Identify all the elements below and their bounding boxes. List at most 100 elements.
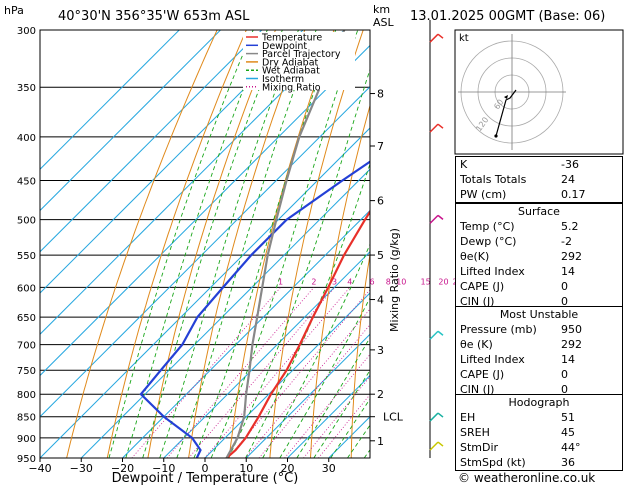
height-axis: 8 7 6 5 4 3 2 1 LCL xyxy=(370,88,404,448)
index-row-tt: Totals Totals 24 xyxy=(460,173,575,186)
isotherm-line xyxy=(40,30,221,212)
temperature-tick-label: 10 xyxy=(239,462,253,475)
wet-adiabat-line xyxy=(142,30,283,458)
wind-barb-flag xyxy=(437,412,444,418)
temperature-profile xyxy=(225,209,370,458)
height-tick-label: 8 xyxy=(377,88,384,101)
pressure-tick-label: 900 xyxy=(17,434,36,445)
dry-adiabat-line xyxy=(188,30,306,458)
wet-adiabat-line xyxy=(296,336,370,458)
storm-motion-marker xyxy=(504,95,508,99)
mixing-ratio-line xyxy=(244,308,370,458)
legend-label: Wet Adiabat xyxy=(262,66,320,77)
most-unstable-title: Most Unstable xyxy=(499,308,579,321)
wet-adiabat-line xyxy=(176,30,317,458)
index-row-k: K -36 xyxy=(460,158,579,171)
mixing-ratio-label: 2 xyxy=(311,277,316,286)
isotherm-line xyxy=(122,209,370,458)
mixing-ratio-label: 8 xyxy=(386,277,391,286)
mixing-ratio-label: 3 xyxy=(332,277,337,286)
dewpoint-profile xyxy=(139,160,370,458)
pressure-tick-label: 700 xyxy=(17,341,36,352)
temperature-tick-label: 20 xyxy=(281,462,295,475)
legend-background xyxy=(243,32,355,90)
hodo-row: EH 51 xyxy=(460,411,575,424)
lcl-label: LCL xyxy=(383,411,404,424)
mixing-ratio-labels: 12346810152025 xyxy=(278,277,463,286)
isotherm-line xyxy=(40,127,370,458)
wet-adiabat-line xyxy=(227,67,370,458)
pressure-tick-label: 650 xyxy=(17,313,36,324)
wind-barb-flag xyxy=(437,214,444,220)
pressure-tick-label: 950 xyxy=(17,454,36,465)
height-tick-label: 2 xyxy=(377,388,384,401)
legend-label: Mixing Ratio xyxy=(262,82,321,93)
legend-label: Parcel Trajectory xyxy=(262,49,341,60)
wind-barbs xyxy=(429,20,444,458)
surface-row: CAPE (J) 0 xyxy=(460,280,568,293)
temperature-tick-label: 30 xyxy=(322,462,336,475)
surface-table: Surface Temp (°C) 5.2 Dewp (°C) -2 θe(K) 29… xyxy=(455,203,623,310)
legend-label: Isotherm xyxy=(262,74,304,85)
wind-barb xyxy=(429,441,439,451)
isotherm-line xyxy=(40,30,180,170)
index-row-pw: PW (cm) 0.17 xyxy=(460,188,586,201)
mixing-ratio-line xyxy=(318,393,370,458)
datetime-label: 13.01.2025 00GMT (Base: 06) xyxy=(410,9,605,24)
mixing-ratio-line xyxy=(258,324,370,458)
pressure-tick-label: 400 xyxy=(17,133,36,144)
height-tick-label: 1 xyxy=(377,435,384,448)
hodograph-end-point xyxy=(494,134,498,138)
height-tick-label: 3 xyxy=(377,344,384,357)
wind-barb-flag xyxy=(437,441,444,447)
pressure-tick-label: 350 xyxy=(17,83,36,94)
x-axis-title: Dewpoint / Temperature (°C) xyxy=(112,471,299,486)
dry-adiabat-line xyxy=(269,30,364,458)
plot-lines xyxy=(40,30,370,458)
dry-adiabat-line xyxy=(310,103,370,458)
mixing-ratio-label: 6 xyxy=(369,277,374,286)
surface-row: θe(K) 292 xyxy=(460,250,582,263)
hodograph-trace xyxy=(495,89,517,137)
height-tick-label: 6 xyxy=(377,195,384,208)
legend-label: Temperature xyxy=(261,33,322,44)
temperature-axis: −40 −30 −20 −10 0 10 20 30 xyxy=(28,458,336,475)
surface-row: Lifted Index 14 xyxy=(460,265,575,278)
isotherm-line xyxy=(40,30,304,294)
hodo-row: StmDir 44° xyxy=(460,441,581,454)
wet-adiabat-line xyxy=(159,30,299,458)
wet-adiabat-line xyxy=(210,30,359,458)
mu-row: Lifted Index 14 xyxy=(460,353,575,366)
mixing-ratio-line xyxy=(188,287,335,458)
mixing-ratio-label: 4 xyxy=(347,277,352,286)
wind-barb xyxy=(429,330,439,340)
wind-barb-flag xyxy=(437,123,444,129)
most-unstable-table: Most Unstable Pressure (mb) 950 θe (K) 292… xyxy=(455,306,623,398)
mixing-ratio-line xyxy=(166,287,315,458)
pressure-tick-label: 450 xyxy=(17,177,36,188)
wind-barb-flag xyxy=(437,33,444,39)
dry-adiabat-line xyxy=(106,30,247,458)
temperature-tick-label: −20 xyxy=(111,462,134,475)
mu-row: CAPE (J) 0 xyxy=(460,368,568,381)
pressure-axis: 300 350 400 450 500 550 600 650 700 750 800 850 900 9… xyxy=(17,26,36,465)
wet-adiabat-line xyxy=(125,30,268,458)
pressure-tick-label: 600 xyxy=(17,283,36,294)
temperature-tick-label: −10 xyxy=(152,462,175,475)
mixing-ratio-label: 15 xyxy=(421,277,431,286)
wind-barb xyxy=(429,123,439,133)
pressure-tick-label: 800 xyxy=(17,390,36,401)
mixing-ratio-line xyxy=(204,287,351,458)
hodograph-table: Hodograph EH 51 SREH 45 StmDir 44° StmSpd (… xyxy=(455,394,623,471)
wind-barb xyxy=(429,412,439,422)
pressure-tick-label: 550 xyxy=(17,251,36,262)
surface-title: Surface xyxy=(518,205,560,218)
pressure-tick-label: 300 xyxy=(17,26,36,37)
location-label: 40°30'N 356°35'W 653m ASL xyxy=(58,9,250,24)
temperature-tick-label: 0 xyxy=(202,462,209,475)
mixing-ratio-line xyxy=(284,353,370,458)
copyright-label: © weatheronline.co.uk xyxy=(458,471,596,485)
